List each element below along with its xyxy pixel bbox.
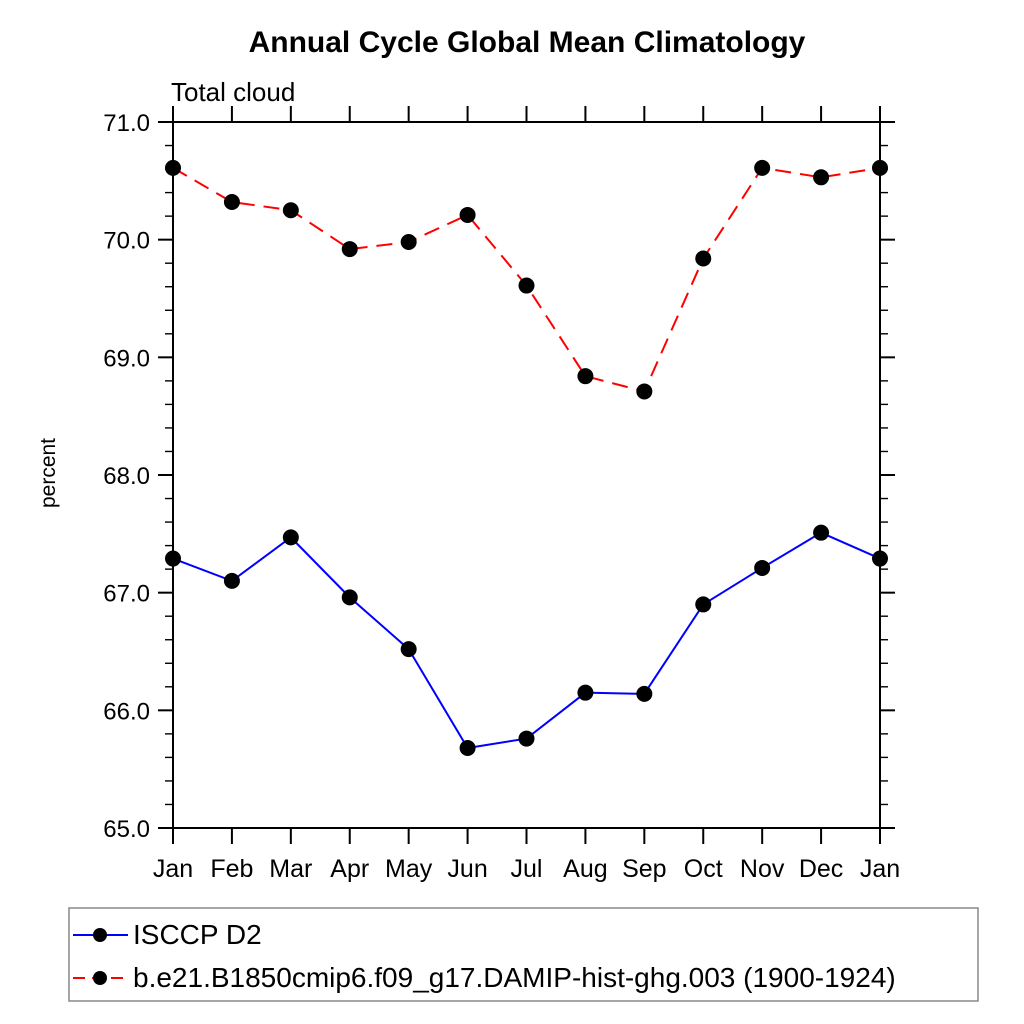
data-series bbox=[165, 159, 888, 756]
data-point bbox=[165, 550, 181, 567]
data-point bbox=[459, 206, 476, 223]
data-point bbox=[813, 524, 830, 541]
data-point bbox=[518, 730, 535, 747]
data-point bbox=[813, 169, 830, 186]
x-tick-label: Jun bbox=[447, 855, 487, 883]
legend: ISCCP D2 b.e21.B1850cmip6.f09_g17.DAMIP-h… bbox=[68, 907, 979, 1002]
plot-border bbox=[172, 121, 881, 829]
series-line-0 bbox=[172, 531, 881, 750]
data-point bbox=[872, 159, 888, 176]
data-point bbox=[695, 250, 712, 267]
y-tick-label: 65.0 bbox=[103, 816, 150, 843]
legend-label: b.e21.B1850cmip6.f09_g17.DAMIP-hist-ghg.… bbox=[133, 962, 896, 993]
axis-ticks bbox=[158, 106, 895, 844]
chart-subtitle: Total cloud bbox=[171, 77, 295, 107]
data-point bbox=[754, 559, 771, 576]
data-point bbox=[459, 739, 476, 756]
axis-labels: Jan Feb Mar Apr May Jun Jul Aug Sep Oct Nov Dec Jan6… bbox=[103, 110, 900, 883]
y-axis-title: percent bbox=[37, 438, 60, 508]
data-point bbox=[223, 572, 240, 589]
data-point bbox=[636, 685, 653, 702]
legend-marker bbox=[93, 928, 107, 942]
data-point bbox=[223, 194, 240, 211]
data-point bbox=[400, 234, 417, 251]
data-point bbox=[282, 529, 299, 546]
y-tick-label: 66.0 bbox=[103, 698, 150, 725]
data-point bbox=[165, 159, 181, 176]
x-tick-label: Apr bbox=[330, 855, 369, 883]
y-tick-label: 67.0 bbox=[103, 581, 150, 608]
y-tick-label: 71.0 bbox=[103, 110, 150, 137]
chart-title: Annual Cycle Global Mean Climatology bbox=[249, 26, 806, 59]
y-tick-label: 69.0 bbox=[103, 345, 150, 372]
x-tick-label: Jan bbox=[860, 855, 900, 883]
x-tick-label: May bbox=[385, 855, 433, 883]
x-tick-label: Jan bbox=[153, 855, 193, 883]
data-point bbox=[636, 383, 653, 400]
y-tick-label: 68.0 bbox=[103, 463, 150, 490]
data-point bbox=[872, 550, 888, 567]
data-point bbox=[282, 202, 299, 219]
y-tick-label: 70.0 bbox=[103, 228, 150, 255]
x-tick-label: Nov bbox=[740, 855, 785, 883]
legend-label: ISCCP D2 bbox=[133, 919, 262, 950]
legend-marker bbox=[93, 971, 107, 985]
data-point bbox=[341, 589, 358, 606]
x-tick-label: Feb bbox=[210, 855, 253, 883]
x-tick-label: Jul bbox=[511, 855, 543, 883]
x-tick-label: Mar bbox=[269, 855, 312, 883]
x-tick-label: Dec bbox=[799, 855, 843, 883]
data-point bbox=[518, 277, 535, 294]
data-point bbox=[577, 684, 594, 701]
x-tick-label: Oct bbox=[684, 855, 723, 883]
data-point bbox=[577, 368, 594, 385]
plot-frame bbox=[172, 121, 881, 829]
data-point bbox=[400, 641, 417, 658]
data-point bbox=[754, 159, 771, 176]
x-tick-label: Sep bbox=[622, 855, 666, 883]
legend-box bbox=[68, 907, 979, 1002]
x-tick-label: Aug bbox=[563, 855, 607, 883]
data-point bbox=[341, 241, 358, 258]
data-point bbox=[695, 596, 712, 613]
